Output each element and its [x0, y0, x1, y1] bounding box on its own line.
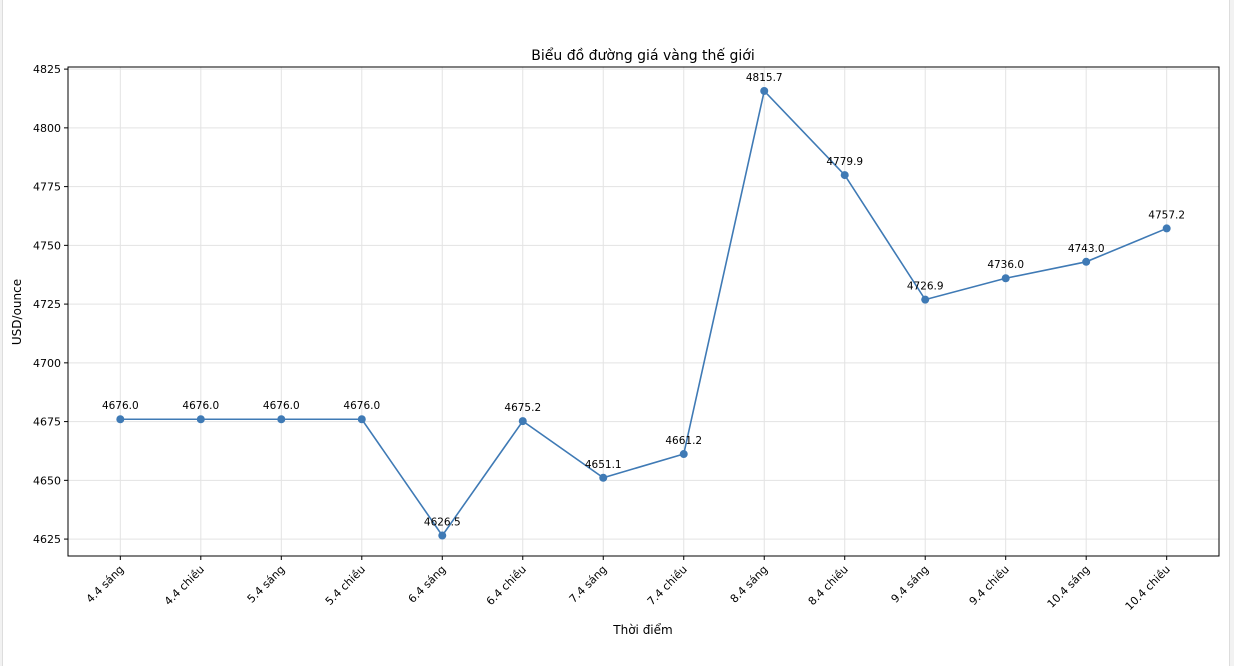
data-label: 4675.2 [504, 402, 541, 414]
x-tick-label: 6.4 chiều [484, 563, 529, 608]
x-tick-label: 5.4 chiều [323, 563, 368, 608]
data-label: 4779.9 [826, 156, 863, 168]
y-tick-label: 4825 [33, 63, 61, 76]
x-tick-label: 10.4 chiều [1123, 563, 1173, 613]
x-tick-label: 10.4 sáng [1045, 563, 1093, 611]
data-point [518, 417, 527, 426]
x-tick-label: 8.4 sáng [728, 563, 771, 606]
y-tick-label: 4700 [33, 357, 61, 370]
y-axis-label: USD/ounce [10, 279, 24, 345]
y-tick-label: 4750 [33, 239, 61, 252]
data-label: 4676.0 [182, 400, 219, 412]
data-point [840, 171, 849, 180]
data-point [599, 473, 608, 482]
data-point [1162, 224, 1171, 233]
data-label: 4757.2 [1148, 209, 1185, 221]
data-point [921, 295, 930, 304]
x-tick-label: 8.4 chiều [806, 563, 851, 608]
data-label: 4676.0 [263, 400, 300, 412]
x-tick-label: 9.4 chiều [967, 563, 1012, 608]
x-tick-label: 4.4 chiều [162, 563, 207, 608]
x-axis-label: Thời điểm [612, 623, 672, 637]
y-tick-label: 4625 [33, 533, 61, 546]
data-point [760, 86, 769, 95]
data-point [438, 531, 447, 540]
data-label: 4676.0 [102, 400, 139, 412]
data-label: 4736.0 [987, 259, 1024, 271]
data-label: 4726.9 [907, 281, 944, 293]
data-label: 4651.1 [585, 459, 622, 471]
x-tick-label: 7.4 sáng [567, 563, 610, 606]
y-tick-label: 4725 [33, 298, 61, 311]
y-tick-label: 4800 [33, 122, 61, 135]
y-tick-label: 4775 [33, 181, 61, 194]
x-tick-label: 4.4 sáng [84, 563, 127, 606]
x-tick-label: 9.4 sáng [889, 563, 932, 606]
data-point [277, 415, 286, 424]
chart-title: Biểu đồ đường giá vàng thế giới [531, 47, 754, 64]
data-label: 4815.7 [746, 72, 783, 84]
data-label: 4661.2 [665, 435, 702, 447]
data-label: 4743.0 [1068, 243, 1105, 255]
data-point [1001, 274, 1010, 283]
data-point [1082, 257, 1091, 266]
data-point [116, 415, 125, 424]
data-label: 4676.0 [343, 400, 380, 412]
x-tick-label: 7.4 chiều [645, 563, 690, 608]
y-tick-label: 4675 [33, 416, 61, 429]
data-label: 4626.5 [424, 517, 461, 529]
data-point [196, 415, 205, 424]
series-line [120, 89, 1167, 537]
plot-frame [67, 66, 1220, 557]
data-point [679, 450, 688, 459]
y-tick-label: 4650 [33, 474, 61, 487]
x-tick-label: 6.4 sáng [406, 563, 449, 606]
x-tick-label: 5.4 sáng [245, 563, 288, 606]
data-point [357, 415, 366, 424]
